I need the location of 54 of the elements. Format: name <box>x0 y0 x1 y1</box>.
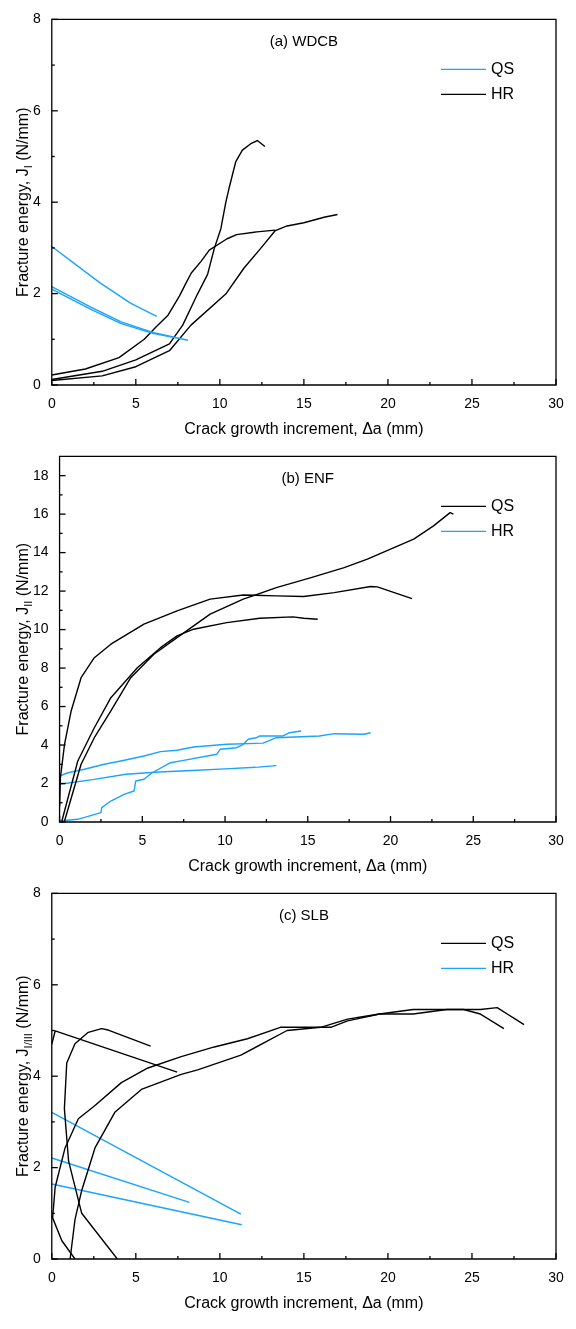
y-tick-label: 4 <box>40 735 49 752</box>
x-tick-label: 15 <box>300 832 316 849</box>
x-tick-label: 30 <box>548 832 564 849</box>
y-axis-title: Fracture energy, JI (N/mm) <box>14 107 34 297</box>
x-tick-label: 5 <box>138 832 147 849</box>
y-tick-label: 0 <box>32 375 41 392</box>
y-tick-label: 2 <box>32 284 41 301</box>
y-tick-label: 0 <box>40 812 49 829</box>
y-axis-title: Fracture energy, JII (N/mm) <box>14 542 34 736</box>
x-tick-label: 10 <box>212 395 228 412</box>
y-tick-label: 12 <box>32 581 49 598</box>
y-tick-label: 6 <box>40 697 49 714</box>
x-tick-label: 15 <box>296 1269 312 1286</box>
x-tick-label: 10 <box>217 832 234 849</box>
x-tick-label: 5 <box>131 1269 140 1286</box>
y-tick-label: 8 <box>32 10 41 27</box>
y-tick-label: 4 <box>32 193 41 210</box>
x-tick-label: 0 <box>55 832 64 849</box>
y-tick-label: 2 <box>32 1158 41 1175</box>
x-tick-label: 25 <box>465 832 482 849</box>
y-tick-label: 18 <box>32 466 49 483</box>
x-tick-label: 20 <box>380 1269 396 1286</box>
x-tick-label: 30 <box>548 1269 564 1286</box>
text: (c) SLB <box>278 905 329 923</box>
text: (b) ENF <box>281 468 335 486</box>
y-tick-label: 8 <box>32 884 41 901</box>
x-tick-label: 25 <box>464 1269 480 1286</box>
legend-label: QS <box>491 59 515 77</box>
x-tick-label: 5 <box>131 395 140 412</box>
y-axis-title: Fracture energy, JI/III (N/mm) <box>14 975 34 1178</box>
legend-label: HR <box>491 521 515 539</box>
x-axis-title: Crack growth increment, Δa (mm) <box>184 1293 424 1311</box>
x-tick-label: 20 <box>382 832 399 849</box>
text: (a) WDCB <box>269 31 339 49</box>
y-tick-label: 6 <box>32 975 41 992</box>
y-tick-label: 2 <box>40 774 49 791</box>
x-tick-label: 15 <box>296 395 312 412</box>
legend-label: QS <box>491 933 515 951</box>
x-tick-label: 10 <box>212 1269 228 1286</box>
y-tick-label: 6 <box>32 101 41 118</box>
legend-label: HR <box>491 958 515 976</box>
legend-label: QS <box>491 496 515 514</box>
x-tick-label: 30 <box>548 395 564 412</box>
x-axis-title: Crack growth increment, Δa (mm) <box>184 419 424 437</box>
y-tick-label: 0 <box>32 1249 41 1266</box>
y-tick-label: 10 <box>32 620 49 637</box>
y-tick-label: 16 <box>32 504 49 521</box>
x-tick-label: 20 <box>380 395 396 412</box>
x-tick-label: 25 <box>464 395 480 412</box>
y-tick-label: 4 <box>32 1067 41 1084</box>
x-axis-title: Crack growth increment, Δa (mm) <box>188 856 428 874</box>
y-tick-label: 14 <box>32 543 49 560</box>
legend-label: HR <box>491 84 515 102</box>
y-tick-label: 8 <box>40 658 49 675</box>
